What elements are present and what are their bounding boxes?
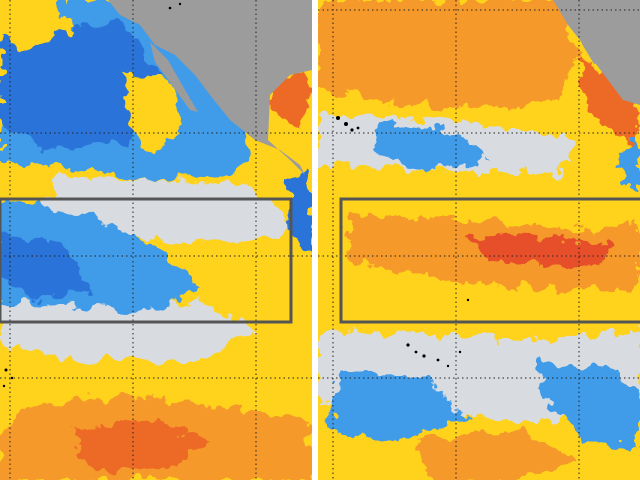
panel-divider	[312, 0, 318, 480]
warm-anomaly-coast	[578, 60, 640, 150]
warm-pocket-coast	[120, 70, 180, 160]
cool-pocket-southeast	[538, 360, 640, 450]
cool-tongue-core	[0, 230, 90, 300]
warm-anomaly-south	[418, 430, 578, 480]
cool-anomaly-coast	[285, 170, 312, 250]
warm-anomaly-south-core	[70, 420, 210, 470]
cool-anomaly-core	[0, 20, 160, 150]
land-baja	[576, 20, 600, 64]
sst-map-left	[0, 0, 312, 480]
warm-pocket-nw	[0, 0, 70, 50]
cool-pocket-coast	[618, 140, 640, 190]
islands	[2, 2, 182, 388]
graticule	[0, 0, 312, 480]
nino-region-box	[0, 197, 293, 324]
warm-anomaly-north	[318, 0, 578, 110]
graticule	[318, 0, 640, 480]
land-baja	[150, 42, 198, 112]
sst-map-right-svg	[318, 0, 640, 480]
sst-map-right	[318, 0, 640, 480]
islands	[336, 116, 470, 368]
warm-tongue-core	[468, 235, 618, 265]
land-north-america	[108, 0, 312, 175]
neutral-south	[0, 300, 260, 360]
cool-pocket-southwest	[328, 370, 468, 440]
nino-region-box	[339, 197, 640, 324]
land-north-america	[553, 0, 640, 105]
sst-map-left-svg	[0, 0, 312, 480]
cool-pocket-north	[378, 125, 488, 170]
